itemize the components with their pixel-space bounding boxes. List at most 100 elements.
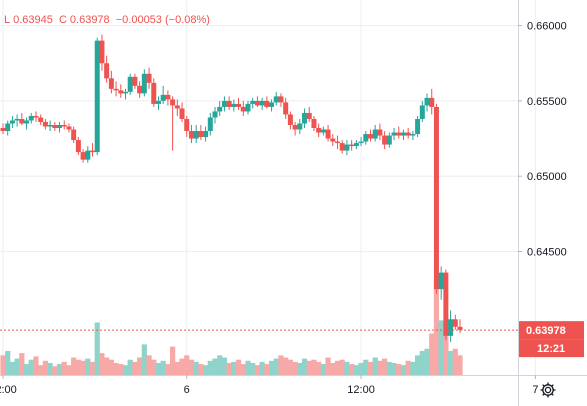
- candle-body: [108, 78, 114, 89]
- volume-bar: [452, 348, 458, 375]
- volume-bar: [349, 364, 355, 375]
- candle-body: [5, 123, 11, 132]
- volume-bar: [179, 358, 185, 375]
- candle-body: [457, 326, 463, 330]
- candle-body: [14, 118, 20, 121]
- candle-body: [203, 131, 209, 138]
- volume-bar: [38, 365, 44, 375]
- volume-bar: [85, 358, 91, 375]
- volume-bar: [56, 364, 63, 375]
- price-tick-label: 0.65000: [527, 171, 567, 183]
- volume-bar: [438, 320, 444, 375]
- volume-bar: [358, 362, 364, 375]
- volume-bar: [339, 359, 345, 375]
- grid-lines: [0, 0, 536, 375]
- volume-bar: [0, 355, 6, 375]
- candle-body: [391, 132, 397, 136]
- price-tick-label: 0.66000: [527, 21, 567, 33]
- candle-body: [358, 141, 364, 144]
- volume-bar: [9, 361, 16, 375]
- volume-bar: [320, 364, 326, 375]
- price-badges: 0.63978 12:21: [519, 321, 584, 358]
- candle-body: [349, 144, 355, 147]
- candle-body: [188, 131, 194, 139]
- settings-button[interactable]: [536, 379, 560, 401]
- volume-bar: [151, 359, 157, 375]
- volume-bar: [66, 365, 72, 375]
- volume-bar: [372, 357, 378, 375]
- candle-body: [193, 131, 199, 139]
- candle-body: [236, 103, 242, 107]
- candle-body: [443, 272, 449, 336]
- candle-body: [452, 319, 458, 327]
- candle-body: [174, 105, 180, 109]
- candle-body: [269, 102, 275, 107]
- volume-bar: [217, 355, 223, 375]
- candle-body: [141, 73, 147, 94]
- candle-body: [283, 102, 289, 115]
- volume-bar: [122, 365, 129, 375]
- volume-bar: [155, 362, 162, 375]
- volume-bar: [75, 359, 81, 375]
- candles: [0, 34, 463, 342]
- candle-body: [231, 103, 237, 107]
- candle-body: [99, 40, 105, 64]
- countdown-badge: [519, 339, 584, 358]
- candle-body: [245, 103, 251, 112]
- candle-body: [410, 134, 416, 136]
- candle-body: [287, 114, 293, 125]
- volume-bar: [202, 365, 209, 375]
- volume-bar: [254, 365, 261, 375]
- legend-change: −0.00053 (−0.08%): [115, 14, 210, 26]
- volume-bar: [5, 350, 11, 375]
- time-tick-label: 6: [184, 384, 190, 396]
- volume-bar: [231, 361, 237, 375]
- candle-body: [212, 111, 218, 118]
- volume-bar: [108, 359, 114, 375]
- candle-body: [433, 106, 439, 290]
- candle-body: [146, 73, 152, 83]
- volume-bar: [226, 362, 232, 375]
- volume-bar: [301, 358, 308, 375]
- candle-body: [419, 105, 425, 119]
- volume-bar: [400, 365, 407, 375]
- volume-bar: [268, 360, 275, 375]
- volume-bar: [457, 355, 463, 375]
- candle-body: [344, 144, 350, 151]
- volume-bar: [198, 364, 204, 375]
- volume-bar: [292, 361, 298, 375]
- candle-body: [438, 272, 444, 290]
- legend-close-value: 0.63978: [69, 14, 110, 26]
- candle-body: [382, 135, 388, 145]
- volume-bar: [207, 360, 213, 375]
- volume-bar: [141, 344, 147, 375]
- volume-bar: [245, 360, 251, 375]
- candle-body: [400, 132, 406, 136]
- candle-body: [33, 115, 39, 118]
- volume-bar: [259, 361, 265, 375]
- candle-body: [61, 125, 67, 127]
- time-tick-label: 12:00: [347, 384, 375, 396]
- volume-bar: [396, 364, 402, 375]
- volume-bar: [306, 360, 312, 375]
- volume-bar: [14, 358, 20, 375]
- volume-bar: [250, 362, 256, 375]
- volume-bar: [325, 357, 331, 375]
- gear-icon: [540, 382, 556, 398]
- volume-bar: [184, 355, 190, 375]
- volume-bar: [19, 353, 25, 375]
- volume-bar: [264, 364, 270, 375]
- candle-body: [330, 138, 336, 142]
- volume-bar: [447, 350, 454, 375]
- candle-body: [415, 118, 421, 135]
- volume-bar: [278, 355, 284, 375]
- volume-bar: [61, 361, 67, 375]
- volume-bar: [334, 360, 341, 375]
- candle-body: [316, 128, 322, 133]
- candle-body: [179, 108, 185, 119]
- candle-body: [47, 125, 53, 127]
- volume-bar: [367, 361, 374, 375]
- candle-body: [297, 123, 303, 130]
